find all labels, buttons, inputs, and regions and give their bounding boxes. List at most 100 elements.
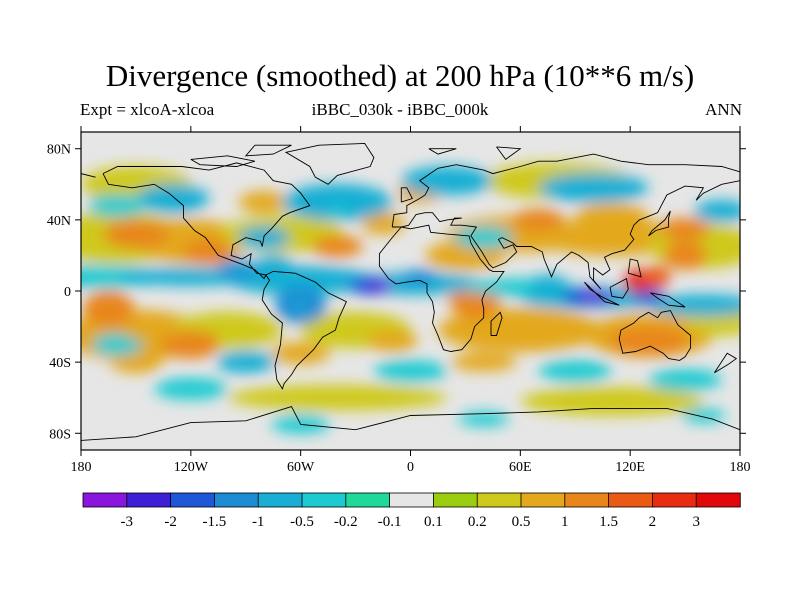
x-tick-label: 60W: [287, 460, 315, 475]
coastline-20: [428, 148, 457, 155]
field-anomaly-51: [454, 226, 513, 249]
field-anomaly-64: [254, 255, 292, 274]
coastline-19: [496, 146, 522, 161]
field-anomaly-19: [161, 329, 221, 359]
colorbar-swatch: [345, 492, 391, 508]
field-anomaly-55: [373, 360, 448, 382]
field-anomaly-20: [311, 235, 363, 258]
x-tick-label: 60E: [509, 460, 532, 475]
coastline-16: [81, 406, 740, 441]
field-anomaly-61: [681, 408, 726, 423]
colorbar-label: 0.2: [468, 514, 487, 530]
coastline-1: [261, 270, 347, 390]
coastline-7: [490, 311, 503, 336]
coastline-13: [650, 292, 686, 308]
x-tick-label: 180: [71, 460, 92, 475]
coastline-0: [102, 162, 311, 280]
field-anomaly-25: [659, 217, 711, 240]
field-anomaly-30: [110, 351, 162, 374]
field-anomaly-14: [227, 384, 448, 411]
colorbar-swatch: [520, 492, 566, 508]
coastline-17: [190, 155, 256, 167]
field-anomaly-18: [82, 290, 135, 328]
x-tick-label: 180: [730, 460, 751, 475]
x-tick-label: 0: [407, 460, 414, 475]
anomaly-center-5: [455, 294, 476, 305]
colorbar-swatch: [170, 492, 216, 508]
y-tick-label: 40N: [47, 214, 71, 229]
field-anomaly-45: [135, 183, 210, 214]
field-anomaly-32: [450, 352, 517, 372]
colorbar-swatch: [564, 492, 610, 508]
chart-title: Divergence (smoothed) at 200 hPa (10**6 …: [105, 58, 695, 93]
field-anomaly-49: [88, 194, 147, 217]
colorbar-swatch: [82, 492, 128, 508]
field-anomaly-52: [694, 200, 740, 222]
anomaly-center-2: [629, 282, 650, 293]
difference-label: iBBC_030k - iBBC_000k: [311, 100, 489, 119]
field-anomaly-56: [538, 360, 612, 382]
colorbar-swatch: [257, 492, 303, 508]
field-anomaly-48: [538, 173, 649, 203]
coastline-2: [284, 142, 375, 185]
field-anomaly-21: [361, 212, 405, 235]
colorbar-label: 3: [692, 514, 700, 530]
anomaly-center-7: [327, 206, 348, 216]
coastline-11: [584, 281, 620, 306]
colorbar-swatch: [432, 492, 478, 508]
anomaly-center-0: [363, 280, 384, 291]
field-anomaly-70: [401, 269, 439, 285]
divergence-field: [81, 162, 740, 434]
field-anomaly-46: [282, 183, 393, 221]
field-anomaly-47: [401, 166, 493, 196]
colorbar-label: -3: [121, 514, 134, 530]
colorbar-label: -1.5: [203, 514, 227, 530]
coastline-15: [714, 352, 738, 374]
colorbar-swatch: [652, 492, 697, 508]
coastline-14: [627, 258, 642, 278]
colorbar-label: -0.1: [378, 514, 402, 530]
colorbar-label: 1.5: [599, 514, 618, 530]
field-anomaly-31: [366, 329, 418, 352]
coastline-6: [378, 224, 505, 352]
field-anomaly-58: [154, 377, 228, 400]
coastline-4: [81, 173, 96, 178]
coastline-9: [400, 187, 413, 203]
x-tick-label: 120W: [174, 460, 209, 475]
colorbar-label: -2: [164, 514, 177, 530]
colorbar: -3 -2 -1.5 -1 -0.5 -0.2 -0.1 0.1 0.2 0.5 1 1.5 2 3: [82, 492, 741, 530]
field-anomaly-54: [216, 351, 276, 374]
field-anomaly-27: [505, 322, 572, 349]
coastline-5: [392, 180, 740, 290]
y-tick-label: 0: [64, 285, 71, 300]
y-tick-label: 80N: [47, 143, 71, 158]
y-tick-label: 40S: [49, 356, 71, 371]
coastline-12: [609, 277, 629, 299]
colorbar-label: 0.5: [512, 514, 531, 530]
colorbar-label: 1: [561, 514, 569, 530]
colorbar-label: -0.2: [334, 514, 358, 530]
colorbar-swatch: [126, 492, 172, 508]
field-anomaly-60: [458, 411, 510, 427]
field-anomaly-33: [663, 240, 708, 270]
coastline-8: [618, 310, 692, 361]
field-anomaly-34: [238, 191, 290, 214]
field-anomaly-37: [644, 265, 671, 288]
field-anomaly-44: [648, 294, 740, 317]
anomaly-center-9: [528, 339, 549, 350]
field-anomaly-57: [648, 368, 722, 391]
season-label: ANN: [705, 100, 742, 119]
anomaly-center-8: [125, 330, 146, 341]
coastline-10: [648, 210, 671, 237]
field-anomaly-69: [632, 289, 665, 304]
colorbar-label: 0.1: [424, 514, 443, 530]
axes: 180 120W 60W 0 60E 120E 180 80N 40N 0 40S 80S: [47, 126, 751, 475]
field-anomaly-23: [513, 208, 565, 231]
anomaly-center-6: [125, 229, 146, 240]
field-anomaly-28: [608, 326, 689, 356]
experiment-label: Expt = xlcoA-xlcoa: [80, 100, 215, 119]
colorbar-swatch: [213, 492, 259, 508]
colorbar-label: -0.5: [290, 514, 314, 530]
field-anomaly-17: [183, 239, 235, 265]
